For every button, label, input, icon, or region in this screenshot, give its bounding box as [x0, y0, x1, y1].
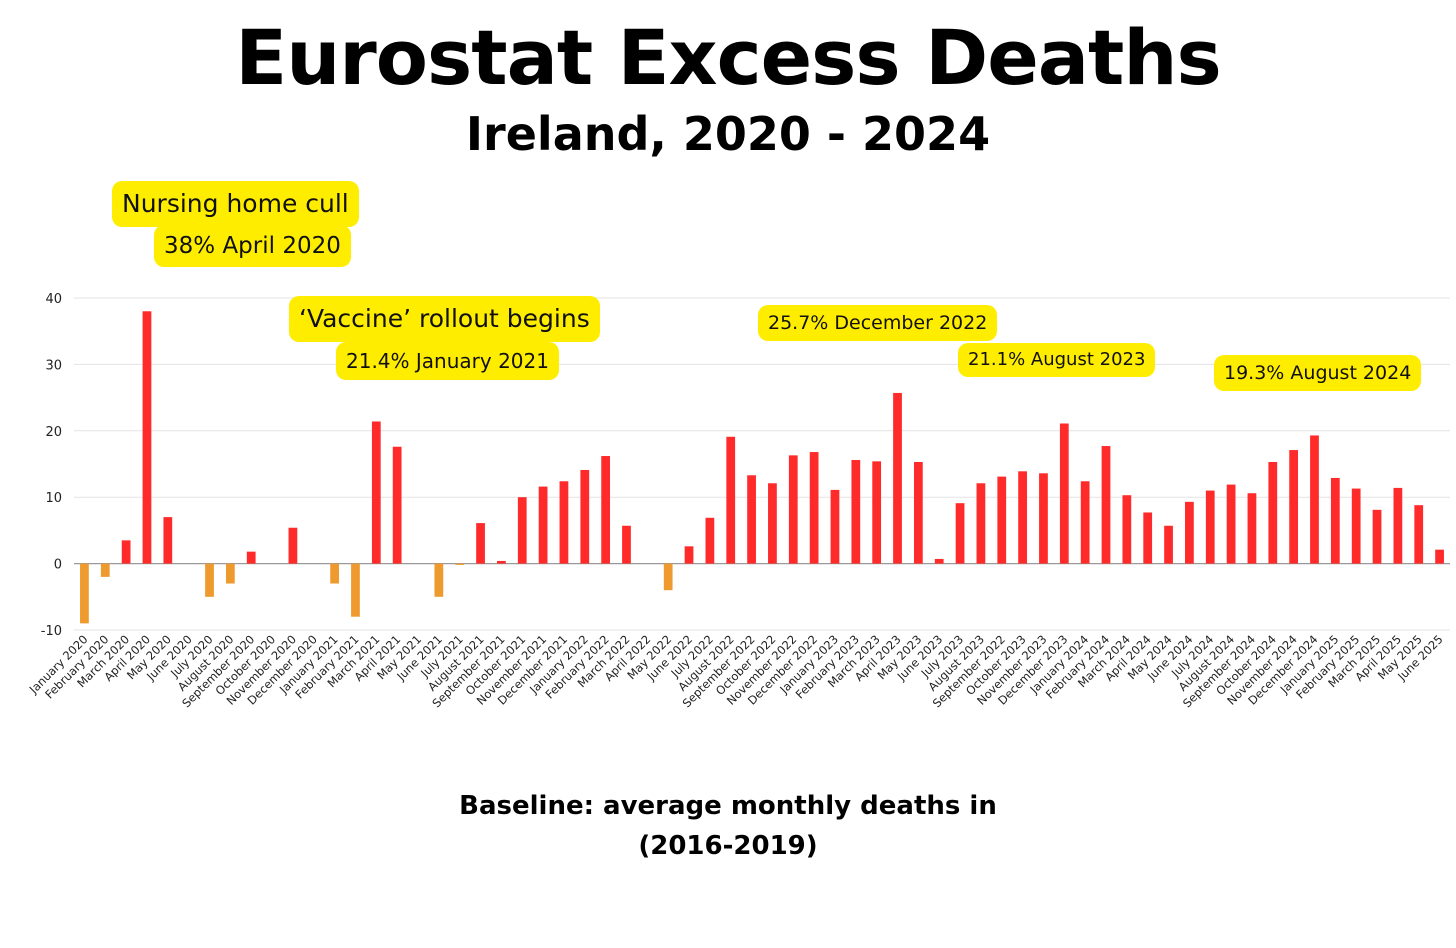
- bar: [205, 563, 214, 597]
- y-tick-label: 40: [45, 292, 62, 307]
- baseline-caption-text: Baseline: average monthly deaths in (201…: [459, 791, 997, 861]
- bar: [851, 460, 861, 564]
- chart-title: Eurostat Excess Deaths: [235, 13, 1221, 102]
- bar: [601, 456, 611, 564]
- bar: [434, 563, 444, 597]
- bar: [1289, 450, 1299, 564]
- bar: [1059, 423, 1069, 564]
- bar: [392, 446, 402, 564]
- bar: [934, 558, 944, 564]
- bar: [997, 476, 1007, 564]
- bar: [1268, 462, 1278, 564]
- y-tick-label: 20: [45, 425, 62, 440]
- bar: [559, 481, 569, 564]
- bar: [580, 469, 590, 564]
- bar: [1330, 477, 1340, 564]
- bar: [225, 563, 235, 584]
- bar: [913, 462, 923, 564]
- bar: [893, 392, 902, 564]
- bar: [538, 486, 548, 564]
- bar: [976, 483, 986, 564]
- y-tick-label: 10: [45, 491, 62, 506]
- bar: [1101, 446, 1111, 564]
- bar: [1018, 471, 1027, 564]
- bar: [1435, 549, 1444, 564]
- chart-subtitle: Ireland, 2020 - 2024: [465, 107, 991, 161]
- bar: [684, 546, 694, 564]
- bar: [1143, 512, 1153, 564]
- bar: [726, 436, 736, 564]
- bar: [809, 452, 819, 564]
- y-tick-label: -10: [41, 624, 62, 639]
- bar: [1310, 435, 1319, 564]
- bar: [1122, 495, 1132, 564]
- bar: [622, 525, 631, 564]
- bar: [142, 311, 152, 564]
- callout-vaccine-title: ‘Vaccine’ rollout begins: [289, 296, 600, 342]
- bar: [747, 475, 756, 564]
- bar: [371, 421, 381, 564]
- callout-nursing-title: Nursing home cull: [112, 181, 359, 227]
- bar: [246, 551, 256, 564]
- bar: [1247, 493, 1257, 564]
- bar: [455, 563, 465, 565]
- bar: [351, 563, 360, 617]
- baseline-caption: Baseline: average monthly deaths in (201…: [0, 786, 1456, 866]
- callout-aug-2023: 21.1% August 2023: [958, 343, 1156, 377]
- bar: [663, 563, 673, 591]
- bar: [1414, 505, 1424, 564]
- bar: [1185, 501, 1194, 564]
- bar: [768, 483, 777, 564]
- bar: [1351, 488, 1361, 564]
- bar: [1164, 525, 1173, 564]
- bar: [80, 563, 89, 624]
- bar: [788, 455, 798, 564]
- bar: [1080, 481, 1090, 564]
- bar: [955, 503, 965, 564]
- bar: [872, 461, 882, 564]
- callout-dec-2022: 25.7% December 2022: [758, 305, 998, 341]
- bar: [121, 540, 131, 564]
- bar: [705, 517, 715, 564]
- bar: [100, 563, 110, 577]
- bar: [1393, 487, 1403, 564]
- bar: [497, 560, 506, 564]
- bar: [288, 527, 298, 564]
- y-tick-label: 30: [45, 358, 62, 373]
- bar: [1372, 509, 1382, 564]
- bar: [1226, 484, 1236, 564]
- bar: [163, 517, 173, 564]
- y-tick-label: 0: [54, 558, 62, 573]
- callout-aug-2024: 19.3% August 2024: [1214, 355, 1422, 391]
- bar: [1205, 490, 1215, 564]
- gridlines: [74, 297, 1450, 631]
- bar: [830, 489, 840, 564]
- bar: [476, 523, 485, 564]
- bars: [80, 311, 1444, 624]
- bar: [1039, 473, 1048, 564]
- callout-vaccine-value: 21.4% January 2021: [336, 342, 559, 380]
- callout-nursing-value: 38% April 2020: [154, 225, 351, 267]
- bar: [517, 497, 527, 564]
- y-axis-ticks: -10 0 10 20 30 40: [41, 292, 62, 639]
- bar: [330, 563, 339, 584]
